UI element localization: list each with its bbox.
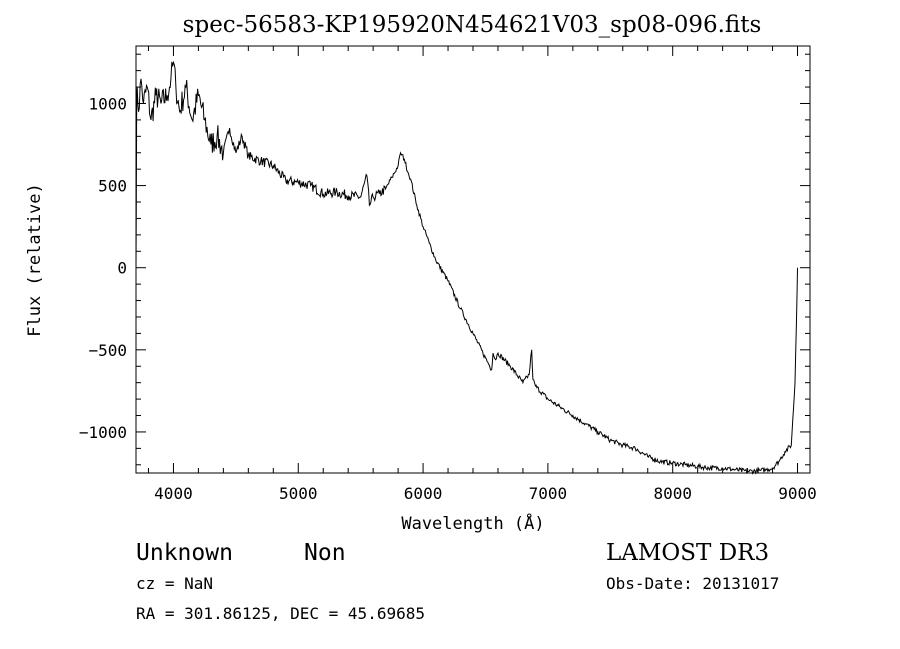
- redshift-label: cz = NaN: [136, 574, 213, 593]
- x-axis: 4000 5000 6000 7000 8000 9000: [147, 46, 817, 503]
- survey-label: LAMOST DR3: [606, 540, 769, 566]
- x-tick-label: 4000: [154, 484, 193, 503]
- object-class: Unknown: [136, 540, 233, 566]
- x-tick-label: 7000: [529, 484, 568, 503]
- y-axis-label: Flux (relative): [25, 183, 45, 337]
- plot-frame: [135, 45, 811, 474]
- object-subclass: Non: [304, 540, 346, 566]
- spectrum-line: [135, 60, 798, 475]
- x-axis-label: Wavelength (Å): [401, 512, 544, 534]
- x-tick-label: 6000: [404, 484, 443, 503]
- y-tick-label: 500: [98, 177, 127, 196]
- y-axis: 1000 500 0 −500 −1000: [79, 53, 810, 466]
- obs-date-label: Obs-Date: 20131017: [606, 574, 779, 593]
- x-tick-label: 5000: [279, 484, 318, 503]
- y-tick-label: 1000: [88, 94, 127, 113]
- x-tick-label: 8000: [653, 484, 692, 503]
- chart-title: spec-56583-KP195920N454621V03_sp08-096.f…: [183, 12, 762, 38]
- x-tick-label: 9000: [778, 484, 817, 503]
- y-tick-label: −500: [88, 341, 127, 360]
- y-tick-label: −1000: [79, 423, 127, 442]
- y-tick-label: 0: [117, 259, 127, 278]
- coords-label: RA = 301.86125, DEC = 45.69685: [136, 604, 425, 623]
